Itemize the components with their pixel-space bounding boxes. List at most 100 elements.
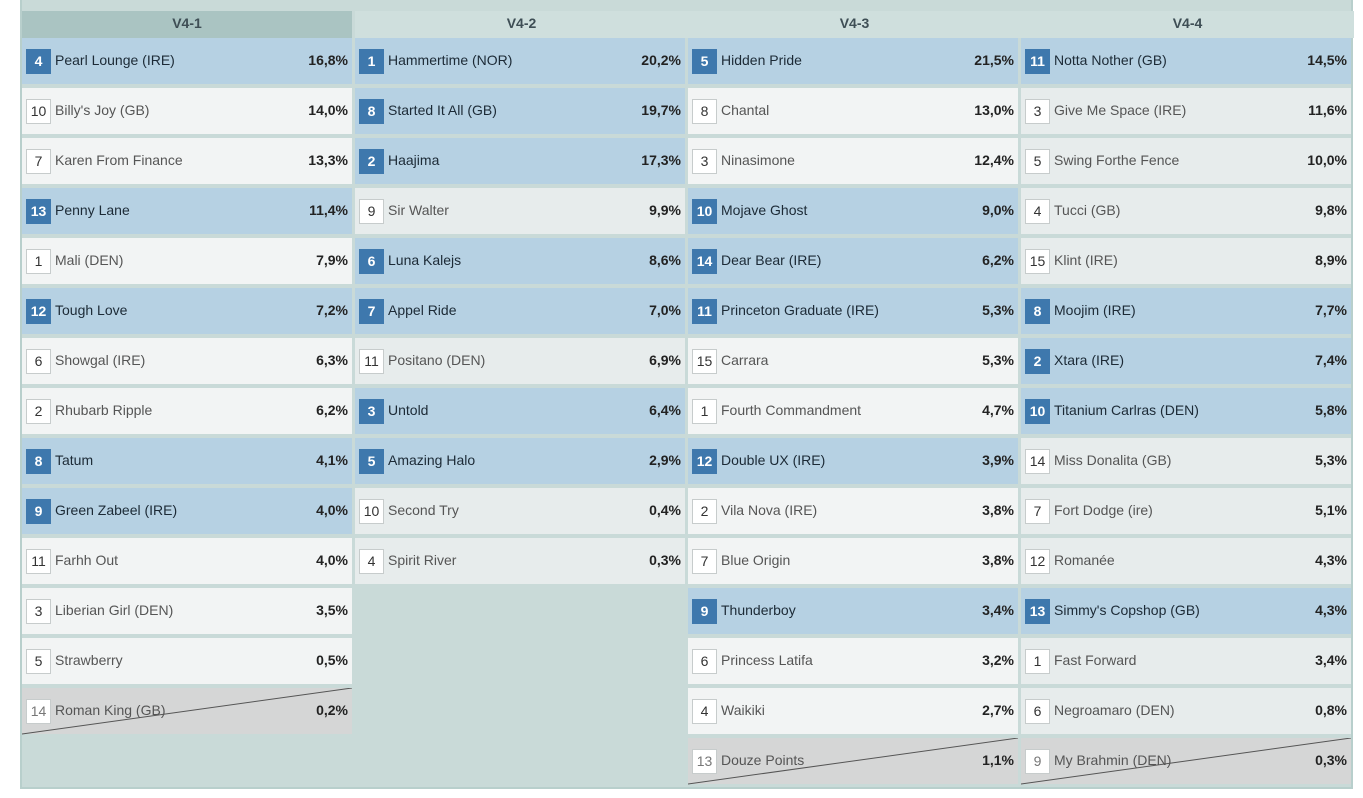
runner-row[interactable]: 2 Rhubarb Ripple 6,2% — [22, 388, 352, 434]
runner-row[interactable]: 11 Positano (DEN) 6,9% — [355, 338, 685, 384]
runner-row[interactable]: 14 Miss Donalita (GB) 5,3% — [1021, 438, 1351, 484]
runner-row[interactable]: 1 Fast Forward 3,4% — [1021, 638, 1351, 684]
runner-row[interactable]: 3 Untold 6,4% — [355, 388, 685, 434]
runner-percentage: 7,2% — [316, 302, 348, 318]
runner-percentage: 4,3% — [1315, 552, 1347, 568]
runner-row[interactable]: 1 Fourth Commandment 4,7% — [688, 388, 1018, 434]
runner-percentage: 21,5% — [974, 52, 1014, 68]
runner-row[interactable]: 15 Klint (IRE) 8,9% — [1021, 238, 1351, 284]
runner-row[interactable]: 3 Liberian Girl (DEN) 3,5% — [22, 588, 352, 634]
runner-name: My Brahmin (DEN) — [1054, 752, 1172, 768]
runner-row[interactable]: 6 Luna Kalejs 8,6% — [355, 238, 685, 284]
runner-name: Princess Latifa — [721, 652, 813, 668]
runner-number: 1 — [359, 49, 384, 74]
runner-name: Sir Walter — [388, 202, 449, 218]
runner-row[interactable]: 9 Thunderboy 3,4% — [688, 588, 1018, 634]
runner-row[interactable]: 13 Penny Lane 11,4% — [22, 188, 352, 234]
runner-name: Waikiki — [721, 702, 765, 718]
runner-row[interactable]: 7 Karen From Finance 13,3% — [22, 138, 352, 184]
runner-percentage: 2,9% — [649, 452, 681, 468]
runner-name: Hammertime (NOR) — [388, 52, 513, 68]
runner-percentage: 4,0% — [316, 502, 348, 518]
runner-row[interactable]: 12 Double UX (IRE) 3,9% — [688, 438, 1018, 484]
runner-row[interactable]: 6 Princess Latifa 3,2% — [688, 638, 1018, 684]
runner-percentage: 5,3% — [982, 352, 1014, 368]
runner-row[interactable]: 12 Tough Love 7,2% — [22, 288, 352, 334]
runner-percentage: 5,3% — [1315, 452, 1347, 468]
runner-name: Klint (IRE) — [1054, 252, 1118, 268]
runner-row[interactable]: 2 Vila Nova (IRE) 3,8% — [688, 488, 1018, 534]
race-tab-v4-3[interactable]: V4-3 — [688, 11, 1021, 38]
runner-row[interactable]: 10 Mojave Ghost 9,0% — [688, 188, 1018, 234]
runner-percentage: 3,2% — [982, 652, 1014, 668]
runner-row[interactable]: 10 Titanium Carlras (DEN) 5,8% — [1021, 388, 1351, 434]
runner-row[interactable]: 5 Amazing Halo 2,9% — [355, 438, 685, 484]
runner-row[interactable]: 5 Hidden Pride 21,5% — [688, 38, 1018, 84]
runner-row[interactable]: 5 Swing Forthe Fence 10,0% — [1021, 138, 1351, 184]
runner-percentage: 7,7% — [1315, 302, 1347, 318]
runner-row[interactable]: 9 Green Zabeel (IRE) 4,0% — [22, 488, 352, 534]
runner-row[interactable]: 1 Mali (DEN) 7,9% — [22, 238, 352, 284]
runner-row[interactable]: 2 Xtara (IRE) 7,4% — [1021, 338, 1351, 384]
runner-row[interactable]: 3 Ninasimone 12,4% — [688, 138, 1018, 184]
runner-number: 14 — [1025, 449, 1050, 474]
runner-name: Titanium Carlras (DEN) — [1054, 402, 1199, 418]
runner-row[interactable]: 10 Second Try 0,4% — [355, 488, 685, 534]
runner-number: 3 — [26, 599, 51, 624]
runner-row[interactable]: 4 Spirit River 0,3% — [355, 538, 685, 584]
runner-percentage: 3,8% — [982, 552, 1014, 568]
runner-row[interactable]: 9 Sir Walter 9,9% — [355, 188, 685, 234]
runner-row[interactable]: 8 Tatum 4,1% — [22, 438, 352, 484]
runner-percentage: 9,0% — [982, 202, 1014, 218]
runner-row[interactable]: 7 Blue Origin 3,8% — [688, 538, 1018, 584]
runner-row[interactable]: 14 Dear Bear (IRE) 6,2% — [688, 238, 1018, 284]
runner-row[interactable]: 12 Romanée 4,3% — [1021, 538, 1351, 584]
runner-number: 7 — [359, 299, 384, 324]
runner-row[interactable]: 11 Farhh Out 4,0% — [22, 538, 352, 584]
runner-number: 4 — [359, 549, 384, 574]
runner-percentage: 0,8% — [1315, 702, 1347, 718]
runner-row[interactable]: 11 Notta Nother (GB) 14,5% — [1021, 38, 1351, 84]
runner-percentage: 11,4% — [309, 202, 348, 218]
runner-row[interactable]: 15 Carrara 5,3% — [688, 338, 1018, 384]
runner-row[interactable]: 13 Simmy's Copshop (GB) 4,3% — [1021, 588, 1351, 634]
runner-percentage: 0,2% — [316, 702, 348, 718]
runner-percentage: 13,0% — [974, 102, 1014, 118]
runner-name: Give Me Space (IRE) — [1054, 102, 1187, 118]
runner-number: 2 — [359, 149, 384, 174]
runner-row[interactable]: 5 Strawberry 0,5% — [22, 638, 352, 684]
runner-name: Untold — [388, 402, 429, 418]
runner-row[interactable]: 8 Started It All (GB) 19,7% — [355, 88, 685, 134]
runner-number: 5 — [26, 649, 51, 674]
runner-row[interactable]: 6 Showgal (IRE) 6,3% — [22, 338, 352, 384]
runner-name: Luna Kalejs — [388, 252, 462, 268]
runner-row[interactable]: 3 Give Me Space (IRE) 11,6% — [1021, 88, 1351, 134]
runner-row[interactable]: 1 Hammertime (NOR) 20,2% — [355, 38, 685, 84]
runner-name: Billy's Joy (GB) — [55, 102, 150, 118]
runner-row[interactable]: 4 Pearl Lounge (IRE) 16,8% — [22, 38, 352, 84]
runner-row[interactable]: 4 Tucci (GB) 9,8% — [1021, 188, 1351, 234]
runner-percentage: 4,0% — [316, 552, 348, 568]
runner-row[interactable]: 8 Chantal 13,0% — [688, 88, 1018, 134]
race-tab-v4-4[interactable]: V4-4 — [1021, 11, 1354, 38]
runner-row[interactable]: 7 Fort Dodge (ire) 5,1% — [1021, 488, 1351, 534]
runner-number: 12 — [26, 299, 51, 324]
runner-name: Pearl Lounge (IRE) — [55, 52, 175, 68]
runner-row[interactable]: 11 Princeton Graduate (IRE) 5,3% — [688, 288, 1018, 334]
runner-row[interactable]: 8 Moojim (IRE) 7,7% — [1021, 288, 1351, 334]
runner-percentage: 10,0% — [1307, 152, 1347, 168]
runner-percentage: 5,3% — [982, 302, 1014, 318]
runner-name: Romanée — [1054, 552, 1115, 568]
runner-row[interactable]: 10 Billy's Joy (GB) 14,0% — [22, 88, 352, 134]
runner-row[interactable]: 6 Negroamaro (DEN) 0,8% — [1021, 688, 1351, 734]
race-tab-v4-2[interactable]: V4-2 — [355, 11, 688, 38]
runner-number: 7 — [692, 549, 717, 574]
race-tab-v4-1[interactable]: V4-1 — [22, 11, 352, 38]
runner-row[interactable]: 4 Waikiki 2,7% — [688, 688, 1018, 734]
runner-row[interactable]: 2 Haajima 17,3% — [355, 138, 685, 184]
runner-row[interactable]: 7 Appel Ride 7,0% — [355, 288, 685, 334]
runner-name: Liberian Girl (DEN) — [55, 602, 174, 618]
runner-percentage: 8,6% — [649, 252, 681, 268]
runner-row: 14 Roman King (GB) 0,2% — [22, 688, 352, 735]
runner-name: Moojim (IRE) — [1054, 302, 1136, 318]
